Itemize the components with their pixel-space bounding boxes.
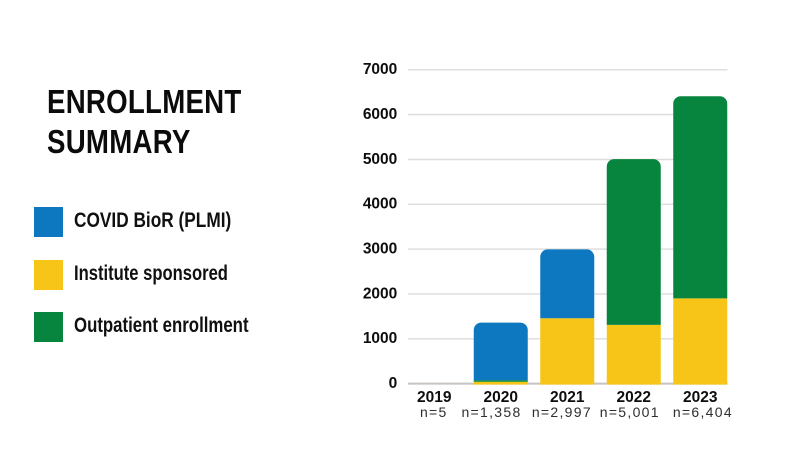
svg-text:n=1,358: n=1,358 (461, 404, 521, 420)
svg-text:0: 0 (389, 375, 398, 392)
svg-text:3000: 3000 (363, 241, 397, 258)
svg-text:2019: 2019 (417, 389, 452, 406)
svg-text:n=5: n=5 (420, 404, 448, 420)
svg-text:1000: 1000 (363, 330, 397, 347)
svg-text:n=5,001: n=5,001 (600, 404, 660, 420)
svg-text:2021: 2021 (550, 389, 585, 406)
svg-text:5000: 5000 (363, 151, 397, 168)
svg-text:2023: 2023 (683, 389, 718, 406)
svg-text:n=2,997: n=2,997 (532, 404, 592, 420)
svg-text:7000: 7000 (363, 61, 397, 78)
svg-text:2022: 2022 (617, 389, 651, 406)
svg-text:2020: 2020 (484, 389, 518, 406)
svg-text:4000: 4000 (363, 196, 397, 213)
svg-text:n=6,404: n=6,404 (673, 404, 733, 420)
svg-text:6000: 6000 (363, 106, 397, 123)
svg-text:2000: 2000 (363, 285, 397, 302)
